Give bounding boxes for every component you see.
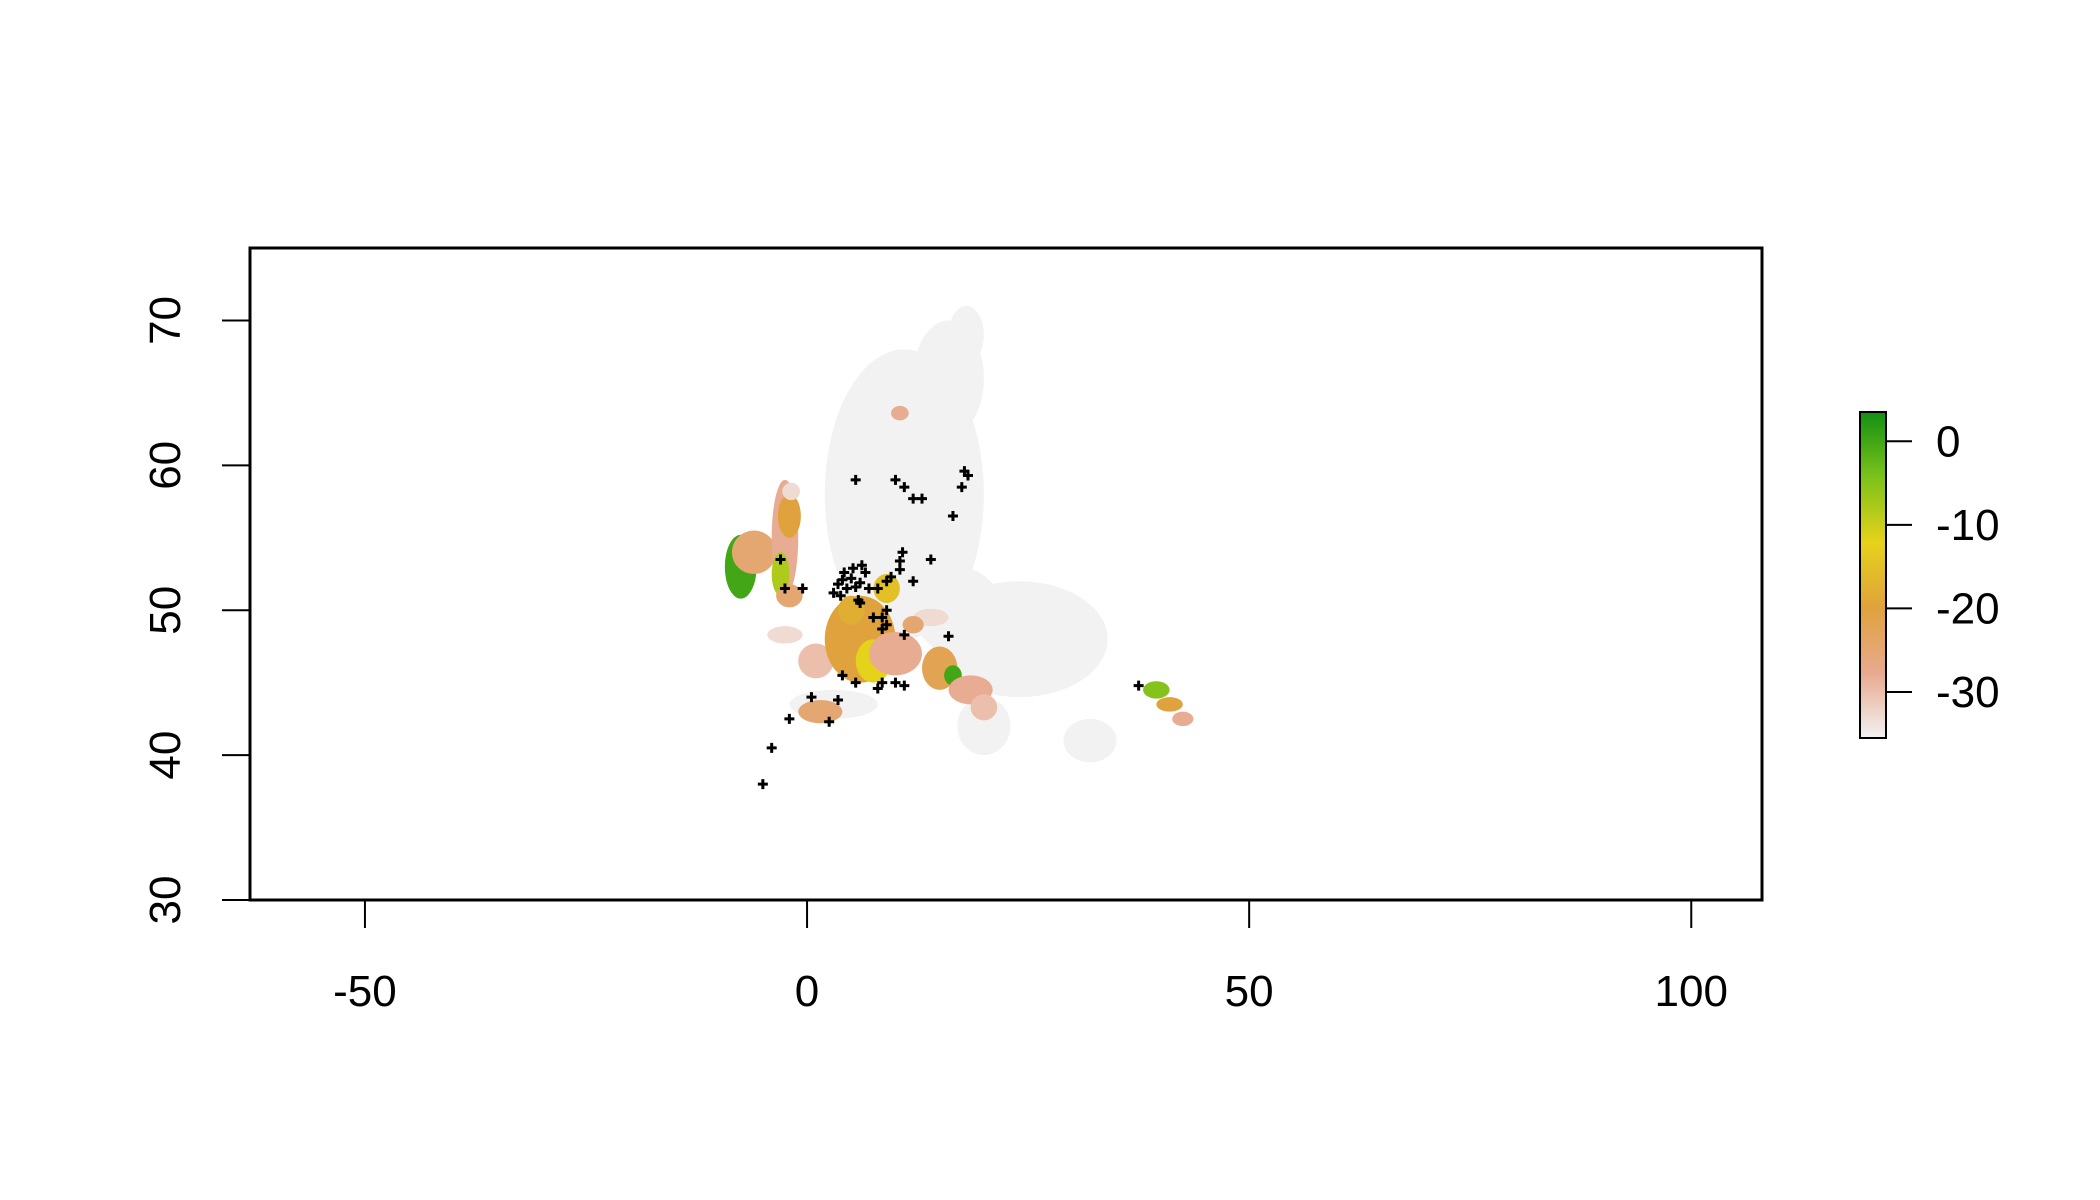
occurrence-point [775,554,786,565]
occurrence-point [886,571,897,582]
occurrence-point [833,695,843,706]
legend-tick-label: 0 [1936,417,1960,466]
raster-patch [957,697,1011,756]
raster-patch [873,574,900,603]
occurrence-point [824,716,835,727]
occurrence-point [806,692,817,703]
occurrence-points [757,466,1144,790]
occurrence-point [841,583,852,594]
occurrence-point [860,567,871,578]
y-tick-label: 50 [141,586,190,635]
occurrence-point [908,493,919,504]
occurrence-point [956,482,967,493]
occurrence-point [757,779,768,790]
occurrence-point [877,612,888,623]
plot-frame [248,246,1764,902]
occurrence-point [835,590,846,601]
occurrence-point [947,511,958,522]
occurrence-point [846,573,857,584]
occurrence-point [917,493,927,504]
y-axis: 30 40 50 60 70 [141,296,251,925]
raster-patch [1143,681,1170,699]
legend-color-bar [1859,411,1887,739]
legend-tick-label: -10 [1936,501,2000,550]
raster-patch [798,643,834,679]
x-tick-label: 50 [1225,967,1274,1016]
occurrence-point [872,683,883,694]
raster-patch [1172,711,1194,727]
x-tick-label: 0 [795,967,819,1016]
legend-tick-label: -20 [1936,584,2000,633]
occurrence-point [839,567,850,578]
occurrence-point [877,677,888,688]
occurrence-point [872,583,883,594]
occurrence-point [855,577,866,588]
occurrence-point [881,605,892,616]
raster-patch [902,616,924,634]
raster-patch [868,631,922,676]
raster-patch [767,626,803,644]
occurrence-point [925,554,936,565]
legend-ticks: 0 -10 -20 -30 [1886,417,2000,717]
occurrence-point [908,576,919,587]
color-legend: 0 -10 -20 -30 [1859,411,2000,739]
occurrence-point [848,563,859,574]
raster-patch [798,700,843,724]
occurrence-point [779,583,790,594]
y-tick-label: 40 [141,731,190,780]
occurrence-point [797,583,808,594]
x-tick-label: 100 [1655,967,1728,1016]
raster-patch [782,482,800,501]
occurrence-point [855,597,866,608]
raster-patch [891,405,909,421]
occurrence-point [894,555,905,566]
occurrence-point [856,560,867,571]
occurrence-point [943,631,954,642]
y-tick-label: 30 [141,876,190,925]
occurrence-point [899,482,910,493]
raster-patch [777,494,801,538]
raster-patch [731,530,777,574]
raster-patch [970,694,998,721]
occurrence-point [894,564,905,575]
raster-patch [913,566,1002,654]
y-tick-label: 60 [141,441,190,490]
occurrence-point [868,612,879,623]
occurrence-point [962,470,973,481]
occurrence-point [766,742,777,753]
occurrence-point [850,474,861,485]
raster-patch [1156,697,1183,712]
legend-tick-label: -30 [1936,668,2000,717]
occurrence-point [899,629,910,640]
occurrence-point [863,583,874,594]
occurrence-point [1133,680,1144,691]
raster-layer [724,305,1194,763]
raster-patch [948,305,984,364]
occurrence-point [890,474,901,485]
occurrence-point [850,677,861,688]
occurrence-point [897,547,908,558]
raster-patch [1063,718,1117,763]
occurrence-point [837,670,848,681]
x-axis: -50 0 50 100 [333,899,1728,1016]
occurrence-point [899,680,910,691]
occurrence-point [828,587,839,598]
occurrence-point [890,677,901,688]
occurrence-point [881,619,892,630]
occurrence-point [837,574,848,585]
x-tick-label: -50 [333,967,397,1016]
y-tick-label: 70 [141,296,190,345]
occurrence-point [784,713,795,724]
